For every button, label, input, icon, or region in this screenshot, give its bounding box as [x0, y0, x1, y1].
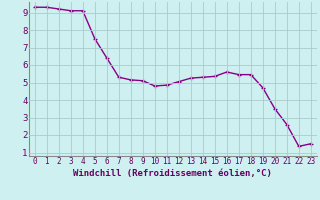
- X-axis label: Windchill (Refroidissement éolien,°C): Windchill (Refroidissement éolien,°C): [73, 169, 272, 178]
